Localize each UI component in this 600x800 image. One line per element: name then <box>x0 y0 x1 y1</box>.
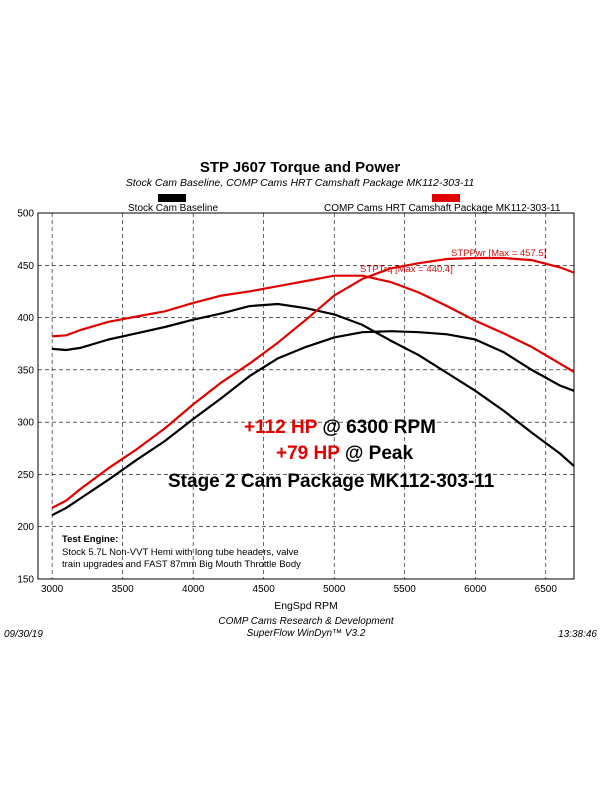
legend-label-stock: Stock Cam Baseline <box>128 203 218 214</box>
footer-date: 09/30/19 <box>4 629 43 640</box>
series-label-torque: STPTrq [Max = 440.4] <box>360 264 453 275</box>
x-axis-label: EngSpd RPM <box>274 600 338 612</box>
y-tick-label: 500 <box>17 209 34 220</box>
peak-gain-red: +79 HP <box>276 443 340 464</box>
footer-time: 13:38:46 <box>558 629 597 640</box>
y-tick-label: 150 <box>17 575 34 586</box>
engine-note-heading: Test Engine: <box>62 534 118 545</box>
x-tick-label: 4000 <box>182 584 205 595</box>
x-tick-label: 3500 <box>112 584 135 595</box>
stock-power-line <box>51 330 575 517</box>
hp-gain-annotation: +112 HP @ 6300 RPM <box>244 417 436 438</box>
series-lines <box>51 256 575 517</box>
y-tick-label: 450 <box>17 261 34 272</box>
hp-gain-red: +112 HP <box>244 417 318 438</box>
peak-gain-annotation: +79 HP @ Peak <box>276 443 413 464</box>
engine-note-line2: train upgrades and FAST 87mm Big Mouth T… <box>62 559 301 570</box>
y-tick-label: 350 <box>17 365 34 376</box>
legend-swatch-comp <box>432 194 460 202</box>
legend-swatch-stock <box>158 194 186 202</box>
hp-gain-black: @ 6300 RPM <box>317 417 436 438</box>
y-tick-labels: 150 200 250 300 350 400 450 500 <box>17 209 34 586</box>
engine-note-line1: Stock 5.7L Non-VVT Hemi with long tube h… <box>62 547 299 558</box>
legend-label-comp: COMP Cams HRT Camshaft Package MK112-303… <box>324 203 561 214</box>
x-tick-label: 5500 <box>394 584 417 595</box>
y-tick-label: 300 <box>17 418 34 429</box>
footer-company: COMP Cams Research & Development <box>218 616 394 627</box>
y-tick-label: 200 <box>17 522 34 533</box>
x-tick-label: 6500 <box>535 584 558 595</box>
x-tick-label: 6000 <box>464 584 487 595</box>
peak-gain-black: @ Peak <box>340 443 414 464</box>
comp-power-line <box>51 256 575 509</box>
x-tick-labels: 3000 3500 4000 4500 5000 5500 6000 6500 <box>41 584 557 595</box>
chart-title: STP J607 Torque and Power <box>200 159 401 176</box>
series-label-power: STPPwr [Max = 457.5] <box>451 248 546 259</box>
plot-frame <box>37 212 575 580</box>
x-tick-label: 5000 <box>323 584 346 595</box>
x-tick-label: 4500 <box>253 584 276 595</box>
stock-torque-line <box>52 302 575 467</box>
grid <box>38 213 574 579</box>
chart-subtitle: Stock Cam Baseline, COMP Cams HRT Camsha… <box>126 177 475 189</box>
comp-torque-line <box>52 274 575 373</box>
x-tick-label: 3000 <box>41 584 64 595</box>
y-tick-label: 400 <box>17 313 34 324</box>
package-annotation: Stage 2 Cam Package MK112-303-11 <box>168 471 495 492</box>
footer-software: SuperFlow WinDyn™ V3.2 <box>247 628 366 639</box>
y-tick-label: 250 <box>17 470 34 481</box>
